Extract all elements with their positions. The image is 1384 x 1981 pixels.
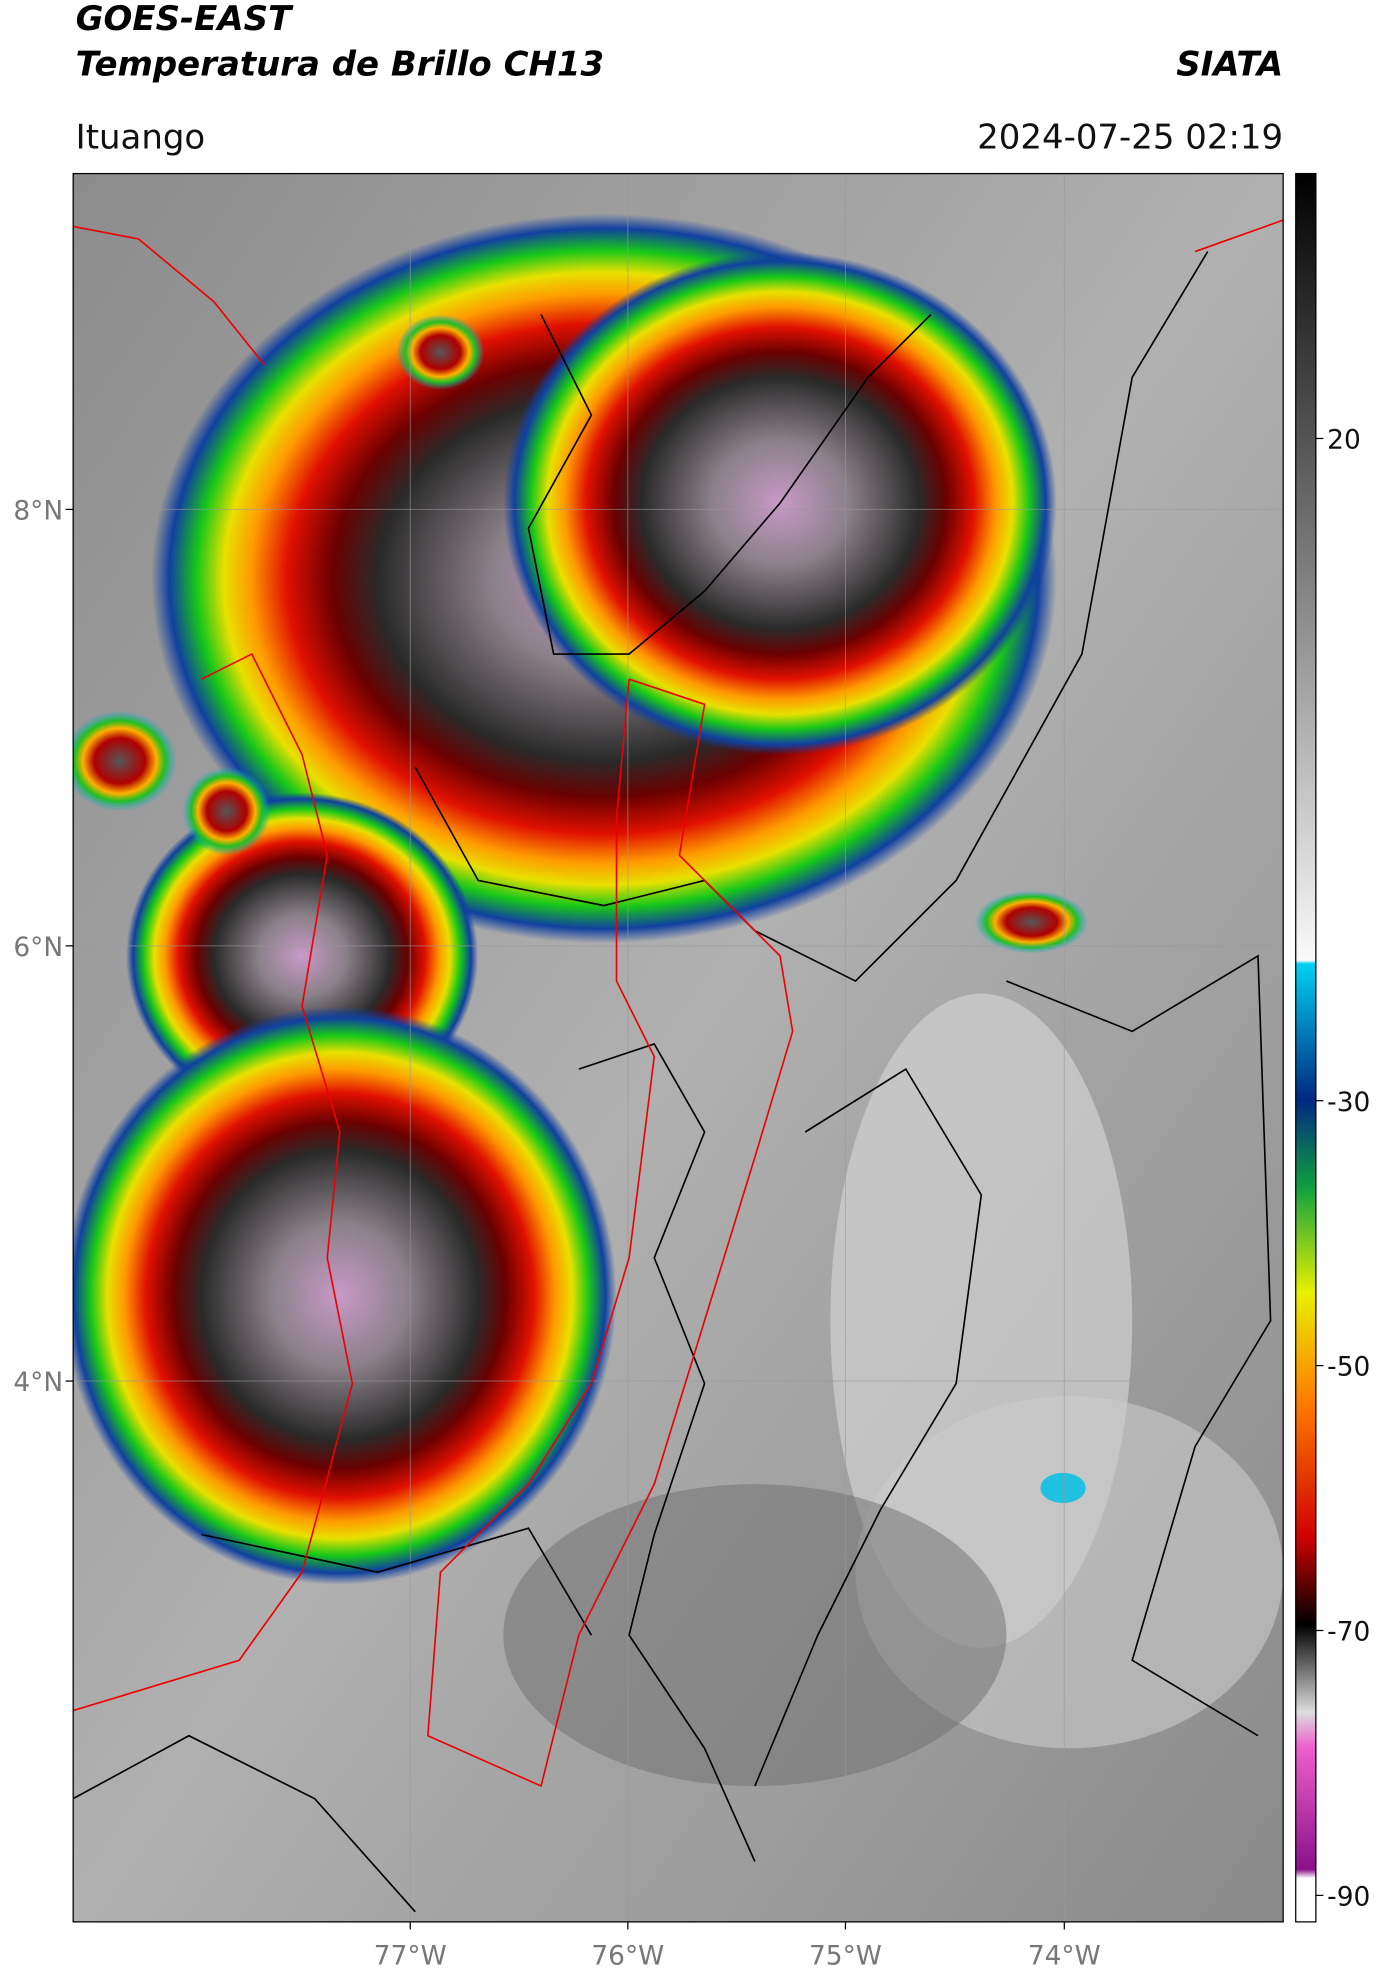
lon-label: 77°W	[374, 1941, 447, 1972]
colorbar-label: 20	[1327, 425, 1361, 456]
lat-label: 8°N	[13, 495, 63, 526]
location: Ituango	[76, 117, 206, 157]
datetime: 2024-07-25 02:19	[977, 117, 1283, 157]
colorbar-label: -30	[1327, 1087, 1370, 1118]
lon-label: 75°W	[809, 1941, 882, 1972]
map-frame	[72, 172, 1284, 1923]
colorbar-label: -70	[1327, 1617, 1370, 1648]
lon-label: 74°W	[1028, 1941, 1101, 1972]
colorbar	[1295, 172, 1317, 1923]
org: SIATA	[1176, 44, 1283, 84]
lat-label: 4°N	[13, 1367, 63, 1398]
colorbar-label: -90	[1327, 1881, 1370, 1912]
title: GOES-EAST	[76, 0, 294, 39]
lat-label: 6°N	[13, 932, 63, 963]
colorbar-label: -50	[1327, 1352, 1370, 1383]
lon-label: 76°W	[591, 1941, 664, 1972]
map	[73, 173, 1284, 1922]
subtitle: Temperatura de Brillo CH13	[76, 44, 604, 84]
